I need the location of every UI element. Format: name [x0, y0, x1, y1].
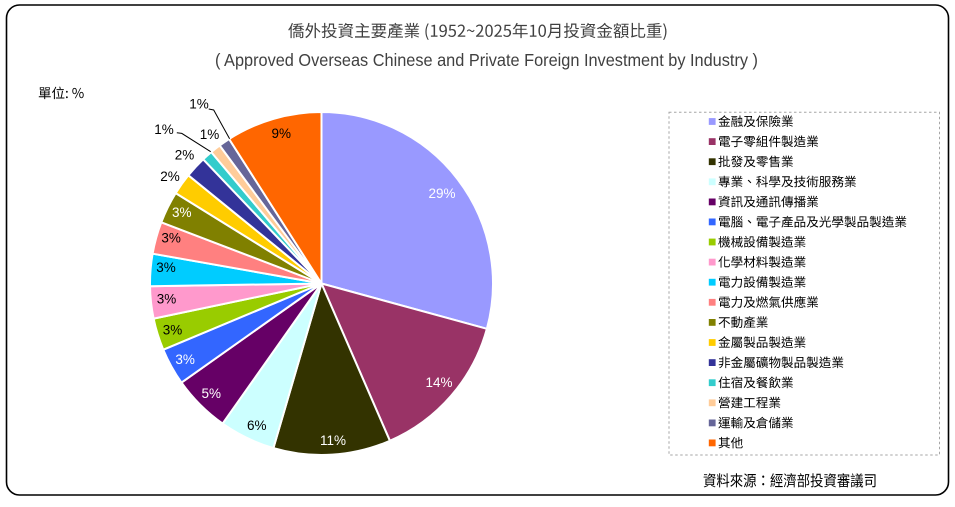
- svg-text:3%: 3%: [157, 292, 177, 307]
- svg-text:3%: 3%: [156, 260, 176, 275]
- svg-text:9%: 9%: [272, 126, 292, 141]
- svg-text:6%: 6%: [247, 418, 267, 433]
- svg-text:29%: 29%: [428, 186, 455, 201]
- svg-text:1%: 1%: [189, 96, 209, 111]
- svg-text:2%: 2%: [160, 169, 180, 184]
- svg-text:14%: 14%: [425, 375, 452, 390]
- svg-text:3%: 3%: [172, 205, 192, 220]
- svg-text:1%: 1%: [154, 122, 174, 137]
- svg-text:( Approved Overseas Chinese an: ( Approved Overseas Chinese and Private …: [215, 50, 758, 70]
- svg-text:5%: 5%: [201, 386, 221, 401]
- svg-text:3%: 3%: [161, 231, 181, 246]
- svg-text:3%: 3%: [163, 323, 183, 338]
- svg-text:11%: 11%: [320, 433, 346, 448]
- svg-text:1%: 1%: [200, 127, 220, 142]
- svg-text:2%: 2%: [175, 147, 195, 162]
- svg-text:3%: 3%: [175, 352, 195, 367]
